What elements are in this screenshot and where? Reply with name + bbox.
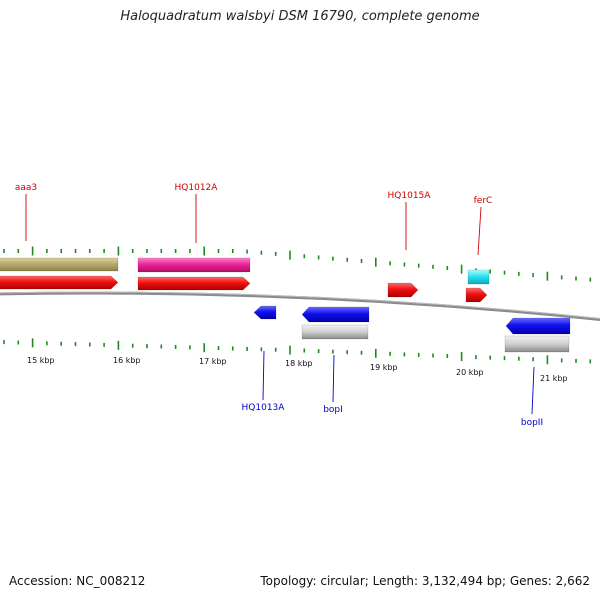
gene-label-hq1015a: HQ1015A bbox=[388, 191, 432, 201]
label-leaders bbox=[25, 194, 535, 415]
scale-labels: 15 kbp 16 kbp 17 kbp 18 kbp 19 kbp 20 kb… bbox=[27, 356, 568, 383]
feature-bopii-gene bbox=[504, 335, 570, 353]
genome-stats-text: Topology: circular; Length: 3,132,494 bp… bbox=[260, 574, 590, 588]
scale-label-17kbp: 17 kbp bbox=[199, 357, 227, 366]
genome-backbone-highlight bbox=[0, 291, 600, 319]
leader-line-forward bbox=[477, 206, 482, 256]
gene-label-bopii: bopII bbox=[521, 418, 543, 428]
gene-label-hq1012a: HQ1012A bbox=[175, 183, 219, 193]
leader-line-reverse bbox=[531, 366, 535, 415]
gene-label-hq1013a: HQ1013A bbox=[242, 403, 286, 413]
accession-text: Accession: NC_008212 bbox=[9, 574, 146, 588]
feature-bopi-cds bbox=[301, 306, 370, 323]
scale-label-15kbp: 15 kbp bbox=[27, 356, 55, 365]
reverse-gene-labels: HQ1013A bopI bopII bbox=[242, 403, 544, 428]
gene-label-ferc: ferC bbox=[474, 196, 493, 206]
gene-features bbox=[0, 257, 571, 353]
scale-label-19kbp: 19 kbp bbox=[370, 363, 398, 372]
feature-hq1013a-cds bbox=[253, 305, 277, 320]
feature-hq1012a-rna bbox=[137, 257, 251, 273]
leader-line-reverse bbox=[262, 350, 265, 401]
gene-label-aaa3: aaa3 bbox=[15, 183, 37, 193]
feature-ferc-cds bbox=[465, 287, 488, 303]
feature-hq1015a-cds bbox=[387, 282, 419, 298]
feature-ferc-rna bbox=[467, 269, 490, 285]
tick-marks bbox=[3, 246, 592, 365]
gene-label-bopi: bopI bbox=[323, 405, 343, 415]
genome-backbone bbox=[0, 291, 600, 321]
map-title: Haloquadratum walsbyi DSM 16790, complet… bbox=[120, 9, 480, 24]
feature-bopii-cds bbox=[505, 317, 571, 335]
feature-aaa3-rna bbox=[0, 257, 119, 272]
feature-hq1012a-cds bbox=[137, 276, 251, 291]
scale-label-20kbp: 20 kbp bbox=[456, 368, 484, 377]
scale-label-16kbp: 16 kbp bbox=[113, 356, 141, 365]
feature-bopi-gene bbox=[301, 324, 369, 340]
scale-label-21kbp: 21 kbp bbox=[540, 374, 568, 383]
feature-aaa3-cds bbox=[0, 275, 119, 290]
forward-gene-labels: aaa3 HQ1012A HQ1015A ferC bbox=[15, 183, 492, 206]
scale-label-18kbp: 18 kbp bbox=[285, 359, 313, 368]
leader-line-reverse bbox=[332, 354, 335, 403]
